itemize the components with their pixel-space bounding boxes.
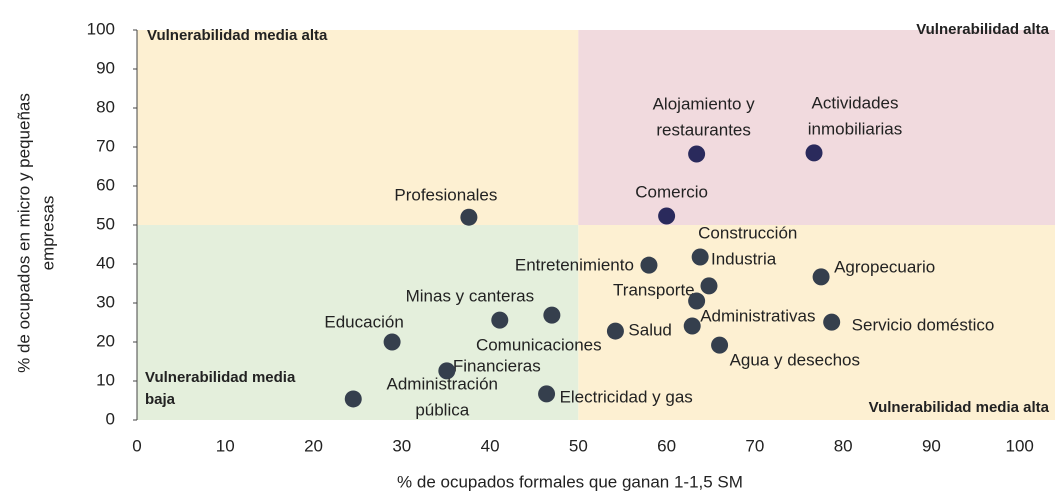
x-axis-title: % de ocupados formales que ganan 1-1,5 S… <box>397 472 743 491</box>
point-label: Comercio <box>635 183 708 202</box>
point <box>688 292 706 310</box>
x-tick-label: 70 <box>745 436 764 455</box>
quadrant-label: Vulnerabilidad alta <box>916 21 1049 38</box>
x-tick-label: 50 <box>569 436 588 455</box>
x-tick-label: 100 <box>1006 436 1034 455</box>
y-tick-label: 30 <box>96 292 115 311</box>
x-tick-label: 30 <box>392 436 411 455</box>
point-label: Servicio doméstico <box>852 316 995 335</box>
point-label: Electricidad y gas <box>560 387 693 406</box>
point-label: Industria <box>711 249 777 268</box>
y-tick-label: 0 <box>106 409 115 428</box>
y-tick-label: 90 <box>96 58 115 77</box>
point-label: Administrativas <box>700 306 815 325</box>
point-label: Agua y desechos <box>730 351 860 370</box>
y-tick-label: 60 <box>96 175 115 194</box>
point <box>688 145 706 163</box>
x-tick-label: 0 <box>132 436 141 455</box>
quadrant-label: Vulnerabilidad media alta <box>869 399 1050 416</box>
point <box>543 306 561 324</box>
x-tick-label: 60 <box>657 436 676 455</box>
y-axis-title: empresas <box>38 196 57 271</box>
y-tick-label: 100 <box>87 19 115 38</box>
point <box>683 317 701 335</box>
point-label: Alojamiento y <box>653 95 756 114</box>
point <box>711 336 729 354</box>
point-label: Financieras <box>453 356 541 375</box>
quadrant-label: Vulnerabilidad media alta <box>147 27 328 44</box>
point <box>344 390 362 408</box>
point-label: restaurantes <box>656 121 751 140</box>
y-tick-label: 70 <box>96 136 115 155</box>
point <box>700 277 718 295</box>
point <box>805 144 823 162</box>
y-tick-label: 20 <box>96 331 115 350</box>
quadrant <box>578 225 1055 420</box>
x-tick-label: 90 <box>922 436 941 455</box>
y-tick-label: 10 <box>96 370 115 389</box>
point <box>640 256 658 274</box>
point <box>438 362 456 380</box>
point <box>691 248 709 266</box>
point-label: Comunicaciones <box>476 336 602 355</box>
point-label: Transporte <box>613 281 695 300</box>
quadrant <box>137 30 579 225</box>
x-tick-label: 40 <box>481 436 500 455</box>
point-label: Construcción <box>698 223 797 242</box>
x-tick-label: 20 <box>304 436 323 455</box>
point <box>460 208 478 226</box>
y-tick-label: 80 <box>96 97 115 116</box>
point-label: pública <box>415 400 469 419</box>
y-axis-title: % de ocupados en micro y pequeñas <box>14 93 33 373</box>
y-tick-label: 40 <box>96 253 115 272</box>
point-label: Administración <box>387 374 499 393</box>
quadrant-label: baja <box>145 391 176 408</box>
point-label: Actividades <box>812 93 899 112</box>
point-label: Entretenimiento <box>515 256 634 275</box>
point-label: Agropecuario <box>834 257 935 276</box>
point-label: Profesionales <box>394 186 497 205</box>
point <box>812 268 830 286</box>
x-tick-label: 80 <box>834 436 853 455</box>
point-label: Educación <box>324 312 403 331</box>
point <box>491 311 509 329</box>
quadrant-label: Vulnerabilidad media <box>145 369 296 386</box>
point-label: Salud <box>628 321 671 340</box>
point <box>606 322 624 340</box>
y-tick-label: 50 <box>96 214 115 233</box>
point-label: Minas y canteras <box>406 287 535 306</box>
point <box>823 313 841 331</box>
point <box>383 333 401 351</box>
quadrant <box>578 30 1055 225</box>
point-label: inmobiliarias <box>808 119 902 138</box>
point <box>658 207 676 225</box>
point <box>538 385 556 403</box>
x-tick-label: 10 <box>216 436 235 455</box>
